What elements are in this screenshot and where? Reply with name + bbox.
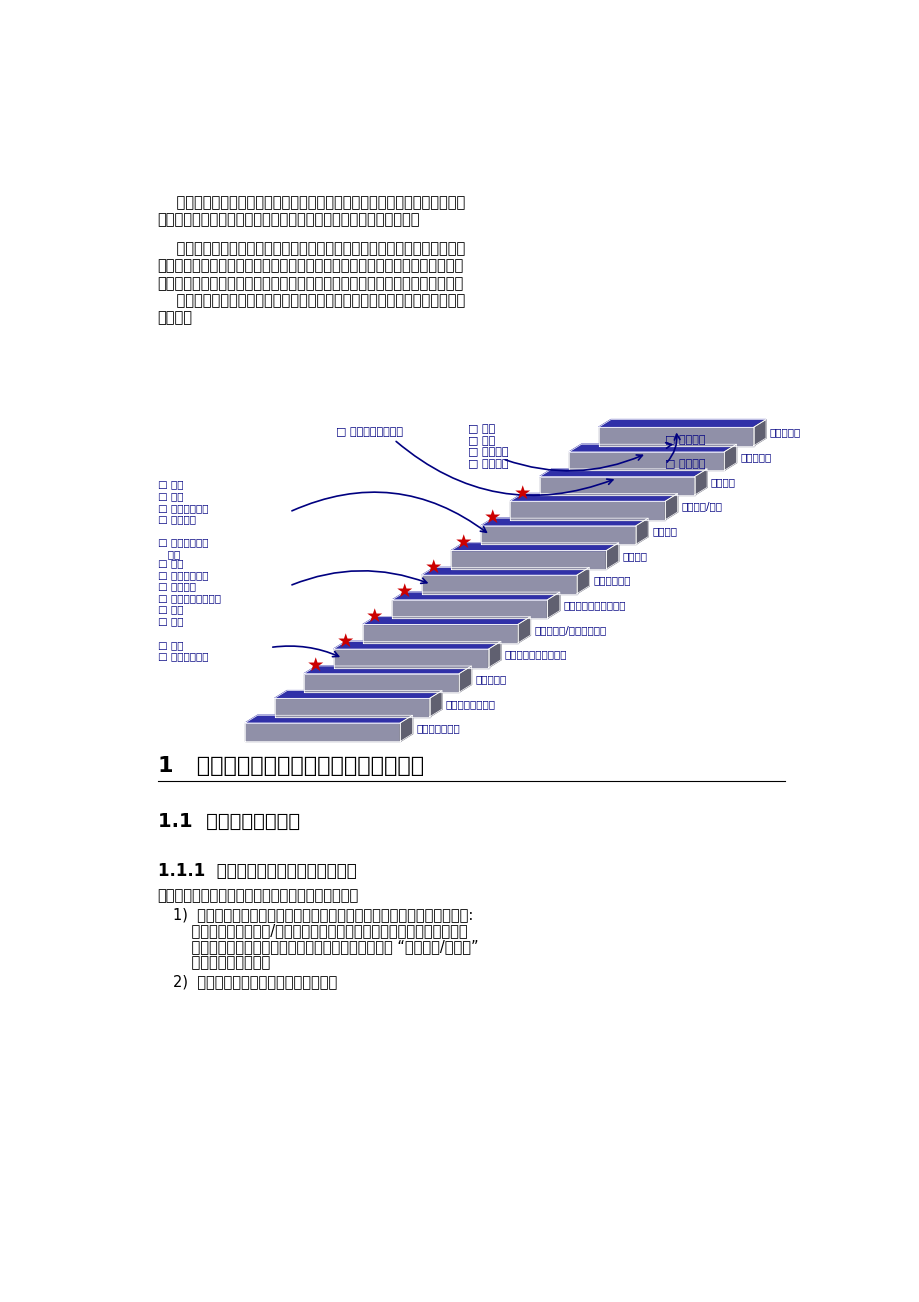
Polygon shape (539, 477, 694, 495)
Polygon shape (304, 667, 471, 673)
Text: 1.1  信贷业务管理系统: 1.1 信贷业务管理系统 (157, 812, 300, 831)
Text: 既有客户资料核对: 既有客户资料核对 (446, 699, 495, 708)
Polygon shape (635, 518, 648, 544)
Text: □ 检查
□ 贷款限额分配: □ 检查 □ 贷款限额分配 (157, 639, 208, 661)
Polygon shape (517, 617, 530, 643)
Text: 的信贷业务管理系统: 的信贷业务管理系统 (173, 956, 270, 970)
Text: 数据录入和验证: 数据录入和验证 (416, 724, 460, 733)
Polygon shape (334, 648, 488, 668)
Polygon shape (569, 444, 736, 452)
Text: 二次通过决策支持模型: 二次通过决策支持模型 (563, 600, 626, 611)
Polygon shape (481, 518, 648, 526)
Text: 1)  覆盖信贷交易全过程的、多币种的业务过程和管理系统。这些过程包括:: 1) 覆盖信贷交易全过程的、多币种的业务过程和管理系统。这些过程包括: (173, 907, 473, 922)
Text: 目标模式的信贷管理电子化系统，应具备以下特性：: 目标模式的信贷管理电子化系统，应具备以下特性： (157, 888, 358, 902)
Polygon shape (547, 592, 560, 618)
Polygon shape (664, 493, 677, 519)
Polygon shape (451, 551, 606, 569)
Text: □ 评分
□ 建议
□ 贷款限额分配
□ 利率分配

□ 风险管理者的
   确定: □ 评分 □ 建议 □ 贷款限额分配 □ 利率分配 □ 风险管理者的 确定 (157, 479, 208, 560)
Polygon shape (606, 543, 618, 569)
Text: □ 评分
□ 贷款限额分配
□ 利率分配
□ 首次通过检查规则
□ 建议
□ 决策: □ 评分 □ 贷款限额分配 □ 利率分配 □ 首次通过检查规则 □ 建议 □ 决… (157, 559, 221, 626)
Text: 銀行的信贷业务和相应的风险管理，需要功能和特性不同的两套系统才能进
行良好的支持，它们分别是信贷业务管理系统和信贷风险管理系统。: 銀行的信贷业务和相应的风险管理，需要功能和特性不同的两套系统才能进 行良好的支持… (157, 195, 464, 227)
Polygon shape (488, 642, 501, 668)
Text: 首次通过决策支持模型: 首次通过决策支持模型 (505, 650, 567, 659)
Text: ★: ★ (395, 582, 413, 602)
Text: 贷款决策: 贷款决策 (622, 551, 647, 561)
Text: 如下图所示，建设銀行可以拥有下图中列出的部分或全部关閔处理步骤的信
贷业务管理系统。在流程中的许多节点的处理中，我们用红星强调出，需要信贷
业务管理系统存在对信: 如下图所示，建设銀行可以拥有下图中列出的部分或全部关閔处理步骤的信 贷业务管理系… (157, 241, 464, 326)
Text: 非业务处理: 非业务处理 (740, 452, 771, 462)
Text: ★: ★ (366, 607, 383, 626)
Polygon shape (481, 526, 635, 544)
Polygon shape (422, 568, 589, 575)
Text: □ 分行参与: □ 分行参与 (664, 458, 705, 469)
Polygon shape (459, 667, 471, 693)
Polygon shape (539, 469, 707, 477)
Text: 2)  支持多物理地点、多用户的系统访问: 2) 支持多物理地点、多用户的系统访问 (173, 974, 337, 990)
Polygon shape (598, 427, 753, 445)
Text: ★: ★ (425, 557, 442, 577)
Polygon shape (400, 715, 412, 741)
Polygon shape (245, 723, 400, 741)
Polygon shape (275, 690, 441, 698)
Text: ★: ★ (454, 533, 471, 552)
Polygon shape (392, 592, 560, 600)
Text: □ 建议
□ 决策
□ 权利销售
□ 交叉销售: □ 建议 □ 决策 □ 权利销售 □ 交叉销售 (467, 424, 507, 469)
Text: ★: ★ (336, 631, 354, 651)
Polygon shape (429, 690, 441, 717)
Text: 信贷产品销售、风险/信贷评估、信贷文档制作、信贷监控、票据和支付: 信贷产品销售、风险/信贷评估、信贷文档制作、信贷监控、票据和支付 (173, 923, 467, 939)
Polygon shape (392, 600, 547, 618)
Text: 1.1.1  目标模式信贷业务管理系统特性: 1.1.1 目标模式信贷业务管理系统特性 (157, 862, 356, 880)
Polygon shape (753, 419, 766, 445)
Text: 文档跟踪: 文档跟踪 (652, 526, 676, 536)
Text: ★: ★ (483, 508, 501, 527)
Text: 调查期外处理: 调查期外处理 (593, 575, 630, 586)
Polygon shape (363, 617, 530, 625)
Text: 申请信息/验证: 申请信息/验证 (681, 501, 721, 512)
Polygon shape (723, 444, 736, 470)
Text: □ 申请要求: □ 申请要求 (664, 435, 705, 445)
Polygon shape (569, 452, 723, 470)
Polygon shape (422, 575, 576, 594)
Text: 信用管理局/负面文件核对: 信用管理局/负面文件核对 (534, 625, 606, 635)
Polygon shape (304, 673, 459, 693)
Text: 处理等。在这些过程中，使用工作流机制，成为一个 “业务管道/工作流”: 处理等。在这些过程中，使用工作流机制，成为一个 “业务管道/工作流” (173, 939, 478, 954)
Polygon shape (694, 469, 707, 495)
Text: ★: ★ (513, 484, 530, 503)
Polygon shape (451, 543, 618, 551)
Polygon shape (363, 625, 517, 643)
Polygon shape (245, 715, 412, 723)
Text: 申请预筛选: 申请预筛选 (475, 674, 506, 684)
Polygon shape (598, 419, 766, 427)
Text: 1   信贷业务和风险管理系统目标功能模式: 1 信贷业务和风险管理系统目标功能模式 (157, 756, 424, 776)
Text: □ 二次通过检查规则: □ 二次通过检查规则 (335, 427, 403, 437)
Text: 归档和补数: 归档和补数 (769, 427, 800, 437)
Polygon shape (275, 698, 429, 717)
Polygon shape (576, 568, 589, 594)
Polygon shape (510, 493, 677, 501)
Polygon shape (334, 642, 501, 648)
Text: 账户开立: 账户开立 (710, 477, 735, 487)
Text: ★: ★ (307, 656, 324, 676)
Polygon shape (510, 501, 664, 519)
